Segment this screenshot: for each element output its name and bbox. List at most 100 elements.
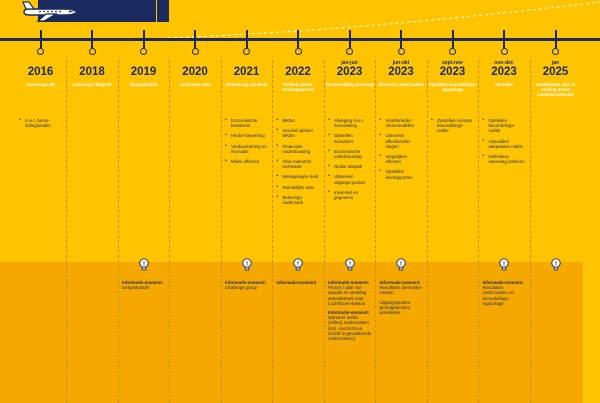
lightbulb-icon — [293, 258, 303, 271]
column-divider — [529, 60, 531, 403]
milestone-period: jan-jun — [341, 60, 358, 66]
milestone-title: Voorbereiding aanvraag — [325, 82, 374, 87]
timeline-tick — [451, 30, 454, 48]
milestone-year: 2023 — [491, 66, 517, 78]
milestone-title: Luchtvaart-nota — [179, 82, 211, 87]
activity-item: Invoerset en gegevens — [328, 190, 372, 200]
milestone-year: 2022 — [285, 66, 311, 78]
information-moment-text: Informatie-moment — [273, 280, 324, 285]
activity-item: Aanvullen/ aanpassen notitie — [483, 139, 527, 149]
information-label: Informatie-moment: — [225, 280, 267, 285]
airplane-icon — [20, 0, 80, 22]
milestone-period: jun-okt — [392, 60, 410, 66]
header-navy-tab — [157, 0, 169, 22]
information-label: Informatie-moment: — [482, 280, 524, 285]
column-divider — [117, 60, 119, 403]
activity-item: Uitwerken uitgangs-punten — [328, 174, 372, 184]
milestone-title: Aanvraag LHB — [26, 82, 55, 87]
column-divider — [375, 60, 376, 403]
milestone-period: jan — [551, 60, 560, 66]
activity-item: Vergelijken effecten — [380, 154, 424, 164]
timeline-marker — [500, 48, 508, 55]
information-description: Gesprekstafel — [122, 285, 150, 291]
column-divider — [323, 60, 325, 403]
information-description: Uitgangspunten grondgebonden activiteite… — [379, 299, 411, 316]
activity-list: Opstellen beoordelings-notitie Aanvullen/… — [479, 118, 530, 164]
information-moment — [530, 258, 581, 272]
timeline-marker — [449, 48, 456, 55]
activity-item: Opstellen beoordelings-notitie — [483, 118, 527, 134]
flight-path — [168, 1, 600, 39]
lightbulb-icon — [396, 258, 406, 271]
information-description: Wanneer welke (milieu) onderzoeken (incl… — [328, 315, 372, 342]
activity-item: Second opinion MKBA — [277, 128, 321, 138]
activity-item: Financiele onderbouwing — [277, 144, 321, 154]
lightbulb-icon — [550, 258, 561, 271]
information-moments-band — [0, 262, 600, 403]
milestone-column: jan 2025 Streefdatum voor in werking trede… — [530, 60, 581, 403]
timeline-marker — [552, 48, 559, 55]
milestone-column: sept-nov 2023 Opstellen beoordelings-rappo… — [427, 60, 478, 403]
timeline-marker — [346, 48, 353, 55]
information-moment-text: Informatie-moment: Challenge group — [221, 280, 272, 290]
information-entry: Informatie-moment: Resultaten onderzoeke… — [483, 280, 527, 306]
timeline-marker — [397, 48, 405, 55]
information-moment: Informatie-moment: Challenge group — [221, 258, 272, 294]
timeline-axis — [0, 38, 600, 41]
information-label: Informatie-moment: — [379, 280, 421, 285]
activity-item: Afweging m.e.r. beoordeling — [328, 118, 372, 128]
milestone-period: nov-dec — [494, 60, 514, 66]
milestone-year: 2021 — [233, 66, 260, 78]
information-description: Resultaten onderzoeken en beoordelings-r… — [482, 285, 515, 306]
milestone-column: 2018 Aanvraag Vliegveld — [67, 60, 118, 403]
lightbulb-icon — [344, 258, 355, 271]
information-moment-text: Informatie-moment: Resultaten onderzoeke… — [479, 280, 530, 306]
information-label: Informatie-moment — [276, 280, 317, 285]
milestone-title: Streefdatum voor in werking treden Lucht… — [535, 82, 576, 97]
activity-item: Hinder-beperking — [225, 133, 269, 138]
information-entry: Informatie-moment: Challenge group — [225, 280, 269, 290]
milestone-title: Politiek beleid-vormingsproces — [281, 82, 315, 92]
header-navy-block — [38, 0, 156, 22]
milestone-year: 2016 — [27, 66, 54, 78]
activity-list: Economische betekenis Hinder-beperking Ver… — [221, 118, 272, 164]
column-divider — [272, 60, 273, 403]
lightbulb-icon — [499, 258, 509, 271]
timeline-marker — [191, 48, 199, 55]
activity-list: Opstellen concept beoordelings-notitie — [427, 118, 478, 134]
milestone-period: sept-nov — [442, 60, 463, 66]
timeline-tick — [91, 30, 93, 48]
activity-item: Opstellen concept beoordelings-notitie — [431, 118, 475, 134]
timeline-tick — [503, 30, 505, 48]
milestone-column: 2021 Verkenning van Beek Economische betek… — [221, 60, 272, 403]
milestone-title: Opstellen beoordelings-rapportage — [428, 82, 477, 92]
information-entry: Uitgangspunten grondgebonden activiteite… — [380, 300, 424, 316]
information-description: Challenge group — [225, 285, 258, 291]
activity-item: m.e.r. beoor-delingsnotitie — [19, 118, 63, 128]
activity-item: Voorbereiden rekenmodellen — [380, 118, 424, 128]
timeline-tick — [39, 30, 42, 48]
information-description: Proces / plan van aanpak en vertaling am… — [328, 285, 367, 306]
activity-item: Notitie aanpak — [328, 164, 372, 169]
milestone-title: Verkenning van Beek — [225, 82, 268, 87]
timeline-tick — [348, 30, 351, 48]
milestone-title: Afronden — [494, 82, 514, 87]
activity-list: m.e.r. beoor-delingsnotitie — [15, 118, 66, 128]
information-moment-text: Informatie-moment: Gesprekstafel — [118, 280, 169, 290]
activity-item: Verduurzaming en innovatie — [225, 144, 269, 154]
timeline-tick — [142, 30, 145, 48]
timeline-tick — [245, 30, 248, 48]
activity-item: Opstellen scenario's — [328, 133, 372, 143]
timeline-marker — [140, 48, 147, 55]
timeline-marker — [37, 48, 44, 55]
column-divider — [426, 60, 428, 403]
activity-list: Afweging m.e.r. beoordeling Opstellen sce… — [324, 118, 375, 200]
activity-item: MKBA — [277, 118, 321, 123]
column-divider — [220, 60, 222, 403]
milestone-year: 2020 — [182, 66, 208, 78]
activity-item: Belevings-onderzoek — [277, 195, 321, 205]
information-entry: Informatie-moment: Wanneer welke (milieu… — [328, 310, 372, 341]
column-divider — [66, 60, 67, 403]
activity-item: Definitieve aanvraag indienen — [483, 154, 527, 164]
